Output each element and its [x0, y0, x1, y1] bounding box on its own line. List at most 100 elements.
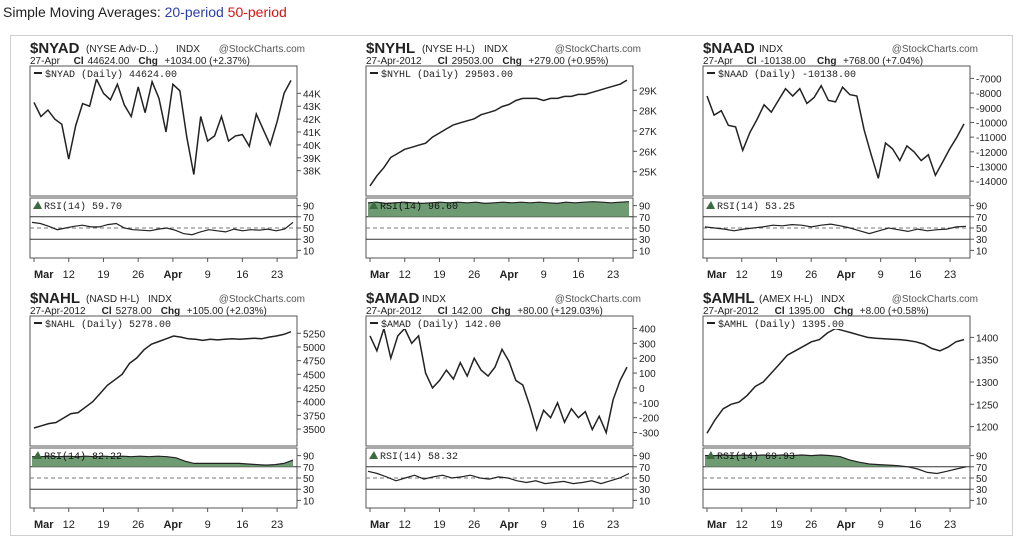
- legend-background: [379, 317, 507, 329]
- chart-panel-nyhl: $NYHL (NYSE H-L) INDX @StockCharts.com 27-Ap…: [365, 40, 657, 281]
- x-tick-label: 9: [541, 519, 547, 531]
- x-tick-label: Apr: [163, 269, 183, 281]
- price-legend: $NYHL (Daily) 29503.00: [381, 69, 513, 81]
- x-tick-label: 16: [236, 269, 248, 281]
- rsi-tick-label: 10: [976, 496, 988, 507]
- rsi-tick-label: 30: [976, 235, 988, 246]
- change-label: Chg: [161, 306, 180, 317]
- change-label: Chg: [491, 306, 510, 317]
- price-panel: [365, 65, 634, 197]
- y-tick-label: 26K: [639, 147, 657, 158]
- rsi-tick-label: 10: [303, 496, 315, 507]
- rsi-tick-label: 90: [303, 452, 315, 463]
- y-tick-label: 41K: [303, 128, 321, 139]
- change-value: +1034.00 (+2.37%): [164, 56, 250, 67]
- rsi-tick-label: 50: [303, 224, 315, 235]
- chart-date: 27-Apr: [703, 56, 734, 67]
- y-tick-label: 4500: [303, 370, 326, 381]
- x-tick-label: 12: [63, 269, 75, 281]
- close-value: 142.00: [452, 306, 483, 317]
- rsi-tick-label: 30: [976, 485, 988, 496]
- y-tick-label: 29K: [639, 86, 657, 97]
- x-tick-label: 26: [468, 269, 480, 281]
- x-tick-label: 12: [736, 519, 748, 531]
- x-tick-label: 16: [572, 519, 584, 531]
- rsi-tick-label: 50: [303, 474, 315, 485]
- close-label: Cl: [438, 306, 448, 317]
- rsi-legend-icon: [33, 451, 42, 459]
- price-line: [706, 84, 965, 179]
- rsi-tick-label: 30: [303, 235, 315, 246]
- rsi-tick-label: 10: [639, 246, 651, 257]
- y-tick-label: -12000: [976, 148, 1008, 159]
- rsi-tick-label: 70: [303, 213, 315, 224]
- chart-title: $AMAD: [366, 290, 420, 307]
- chart-panel-amad: $AMAD INDX @StockCharts.com 27-Apr-2012 Cl 14…: [365, 290, 659, 531]
- y-tick-label: 1300: [976, 378, 999, 389]
- legend-background: [716, 67, 863, 79]
- y-tick-label: -200: [639, 414, 659, 425]
- x-tick-label: 19: [770, 519, 782, 531]
- close-value: 1395.00: [789, 306, 826, 317]
- x-tick-label: Apr: [499, 519, 519, 531]
- change-value: +105.00 (+2.03%): [187, 306, 267, 317]
- sma-20-period-label: 20-period: [164, 4, 224, 20]
- y-tick-label: 44K: [303, 89, 321, 100]
- rsi-legend-icon: [369, 451, 378, 459]
- x-tick-label: 16: [909, 269, 921, 281]
- rsi-tick-label: 70: [976, 463, 988, 474]
- y-tick-label: 5000: [303, 343, 326, 354]
- x-tick-label: 9: [541, 269, 547, 281]
- chart-panel-amhl: $AMHL (AMEX H-L) INDX @StockCharts.com 27-Ap…: [702, 290, 999, 531]
- chart-exchange: INDX: [176, 44, 200, 55]
- stockcharts-watermark: @StockCharts.com: [555, 294, 641, 305]
- x-tick-label: 19: [97, 519, 109, 531]
- x-tick-label: Mar: [707, 519, 727, 531]
- rsi-tick-label: 70: [303, 463, 315, 474]
- y-tick-label: -100: [639, 399, 659, 410]
- stockcharts-watermark: @StockCharts.com: [892, 44, 978, 55]
- chart-exchange: INDX: [148, 294, 172, 305]
- change-label: Chg: [817, 56, 836, 67]
- x-tick-label: 19: [97, 269, 109, 281]
- close-value: 29503.00: [452, 56, 494, 67]
- rsi-line: [705, 454, 967, 475]
- rsi-tick-label: 30: [303, 485, 315, 496]
- x-tick-label: 23: [607, 519, 619, 531]
- rsi-tick-label: 50: [639, 224, 651, 235]
- y-tick-label: -9000: [976, 104, 1002, 115]
- y-tick-label: -7000: [976, 74, 1002, 85]
- x-tick-label: Apr: [499, 269, 519, 281]
- price-legend: $AMHL (Daily) 1395.00: [718, 319, 844, 331]
- rsi-line: [32, 455, 294, 466]
- y-tick-label: 3500: [303, 425, 326, 436]
- x-tick-label: 12: [399, 269, 411, 281]
- rsi-tick-label: 70: [976, 213, 988, 224]
- price-legend: $NAHL (Daily) 5278.00: [45, 319, 171, 331]
- legend-background: [716, 317, 851, 329]
- rsi-tick-label: 50: [976, 224, 988, 235]
- y-tick-label: 100: [639, 369, 656, 380]
- x-tick-label: Apr: [836, 519, 856, 531]
- close-value: 44624.00: [88, 56, 130, 67]
- x-tick-label: 23: [607, 269, 619, 281]
- y-tick-label: 3750: [303, 411, 326, 422]
- rsi-line: [367, 470, 630, 485]
- y-tick-label: 39K: [303, 154, 321, 165]
- y-tick-label: 300: [639, 339, 656, 350]
- rsi-tick-label: 10: [639, 496, 651, 507]
- close-label: Cl: [775, 306, 785, 317]
- y-tick-label: 400: [639, 324, 656, 335]
- stockcharts-watermark: @StockCharts.com: [555, 44, 641, 55]
- rsi-legend: RSI(14) 96.60: [380, 201, 458, 213]
- price-panel: [365, 315, 634, 447]
- change-label: Chg: [502, 56, 521, 67]
- y-tick-label: 1200: [976, 423, 999, 434]
- rsi-tick-label: 10: [303, 246, 315, 257]
- rsi-tick-label: 50: [639, 474, 651, 485]
- chart-exchange: INDX: [484, 44, 508, 55]
- rsi-tick-label: 30: [639, 485, 651, 496]
- y-tick-label: -14000: [976, 177, 1008, 188]
- y-tick-label: 1350: [976, 356, 999, 367]
- chart-exchange: INDX: [759, 44, 783, 55]
